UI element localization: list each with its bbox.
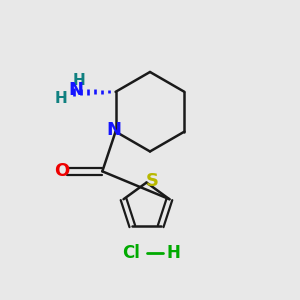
Text: H: H — [167, 244, 181, 262]
Text: N: N — [68, 81, 83, 99]
Text: H: H — [72, 73, 85, 88]
Text: N: N — [106, 121, 122, 139]
Text: Cl: Cl — [122, 244, 140, 262]
Text: H: H — [55, 91, 68, 106]
Text: O: O — [54, 162, 69, 180]
Text: S: S — [145, 172, 158, 190]
